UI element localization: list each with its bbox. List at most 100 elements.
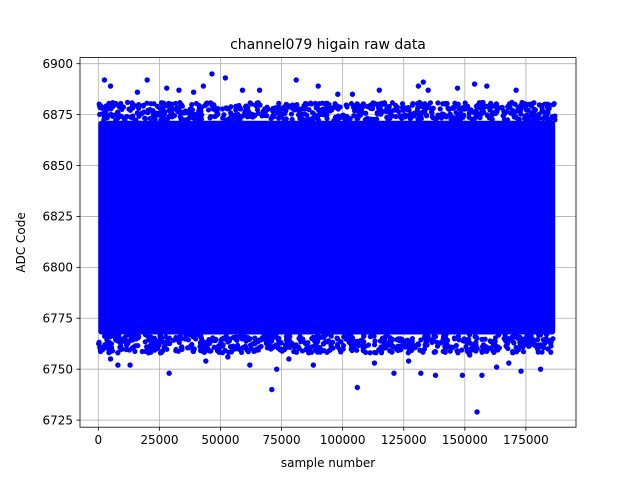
data-point (175, 109, 182, 115)
data-point (174, 105, 180, 111)
data-point (395, 336, 401, 342)
data-point (334, 335, 340, 341)
data-point (380, 109, 386, 115)
data-points (96, 71, 558, 415)
data-point (375, 101, 381, 107)
data-point (447, 348, 453, 354)
data-point (544, 113, 550, 119)
data-point (525, 332, 532, 338)
data-point (511, 333, 517, 339)
outlier-point (479, 372, 485, 378)
data-point (142, 339, 148, 345)
outlier-point (513, 87, 519, 93)
data-point (543, 332, 550, 338)
data-point (382, 101, 388, 107)
outlier-point (335, 91, 341, 97)
data-point (217, 349, 223, 355)
data-point (442, 335, 449, 341)
data-point (547, 339, 553, 345)
outlier-point (474, 409, 480, 415)
data-point (130, 103, 136, 109)
data-point (123, 342, 130, 348)
y-tick-label: 6725 (42, 413, 73, 427)
data-point (252, 335, 258, 341)
data-point (139, 348, 145, 355)
data-point (277, 347, 283, 353)
data-point (471, 117, 477, 123)
data-point (405, 104, 411, 111)
outlier-point (349, 91, 356, 97)
data-point (550, 102, 557, 108)
data-point (239, 336, 245, 342)
data-point (290, 342, 297, 348)
data-point (429, 110, 435, 116)
data-point (409, 338, 415, 344)
data-point (229, 347, 235, 354)
data-point (434, 339, 440, 345)
data-point (367, 350, 373, 356)
data-point (234, 337, 240, 343)
data-point (235, 116, 241, 122)
data-point (363, 110, 369, 116)
dense-point-cloud (98, 120, 556, 335)
data-point (305, 344, 312, 351)
data-point (166, 103, 172, 109)
x-tick-label: 50000 (201, 433, 239, 447)
outlier-point (286, 356, 292, 362)
data-point (349, 347, 355, 354)
outlier-point (415, 83, 422, 89)
chart-title: channel079 higain raw data (230, 37, 426, 53)
data-point (431, 349, 437, 355)
data-point (348, 100, 355, 107)
data-point (208, 348, 214, 354)
data-point (408, 346, 414, 352)
data-point (113, 117, 119, 123)
data-point (129, 345, 135, 351)
data-point (284, 340, 290, 347)
data-point (115, 350, 121, 356)
data-point (298, 116, 304, 122)
outlier-point (190, 89, 197, 95)
data-point (385, 117, 391, 123)
data-point (272, 105, 278, 111)
data-point (338, 349, 344, 355)
outlier-point (107, 83, 114, 89)
data-point (281, 347, 288, 353)
data-point (391, 107, 397, 113)
x-tick-label: 150000 (442, 433, 488, 447)
data-point (203, 100, 210, 106)
y-axis-ticks: 6725 6750 6775 6800 6825 6850 6875 6900 (42, 57, 80, 427)
data-point (494, 346, 500, 352)
outlier-point (391, 370, 397, 376)
outlier-point (247, 362, 253, 368)
data-point (399, 338, 405, 344)
data-point (192, 116, 198, 122)
data-point (503, 343, 510, 349)
data-point (255, 100, 261, 106)
x-tick-label: 75000 (262, 433, 300, 447)
data-point (535, 346, 541, 352)
outlier-point (371, 360, 378, 366)
data-point (402, 112, 408, 118)
data-point (193, 100, 199, 107)
data-point (523, 107, 530, 113)
data-point (97, 348, 104, 355)
data-point (343, 336, 349, 342)
data-point (247, 100, 253, 106)
data-point (117, 344, 123, 351)
data-point (370, 333, 376, 339)
data-point (196, 116, 202, 122)
data-point (516, 347, 522, 353)
data-point (114, 109, 121, 115)
data-point (460, 104, 466, 111)
data-point (517, 342, 523, 348)
data-point (177, 333, 183, 339)
data-point (177, 114, 183, 120)
data-point (183, 332, 189, 338)
data-point (467, 332, 473, 338)
data-point (165, 340, 171, 347)
x-axis-ticks: 0 25000 50000 75000 100000 125000 150000 175000 (95, 427, 549, 447)
data-point (517, 334, 523, 340)
data-point (164, 346, 170, 352)
data-point (324, 105, 330, 111)
